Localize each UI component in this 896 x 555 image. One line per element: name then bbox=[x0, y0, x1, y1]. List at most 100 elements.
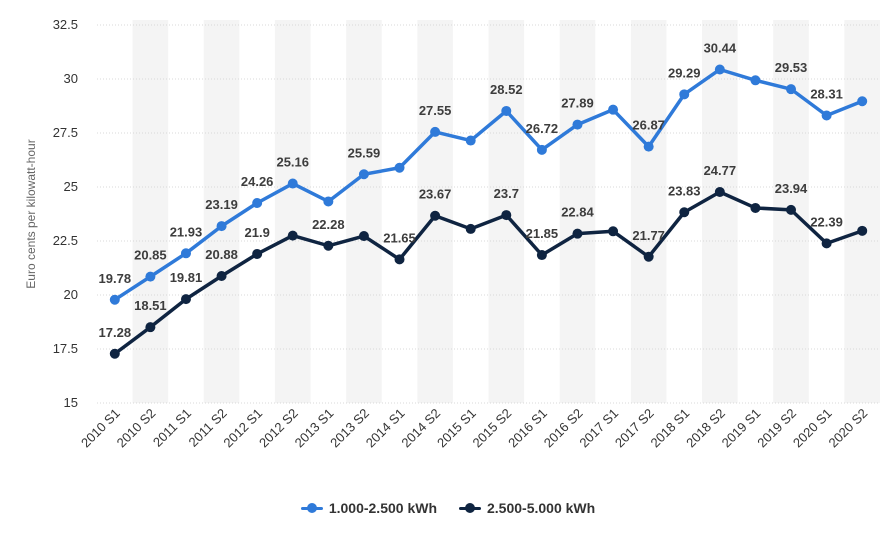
series-1-data-label: 26.72 bbox=[526, 121, 559, 136]
y-tick-label: 17.5 bbox=[53, 341, 78, 356]
series-1-point[interactable] bbox=[821, 110, 832, 121]
column-band bbox=[559, 20, 596, 403]
series-2-data-label: 17.28 bbox=[99, 325, 132, 340]
series-2-point[interactable] bbox=[430, 210, 441, 221]
x-tick-label: 2010 S2 bbox=[114, 406, 159, 451]
series-1-data-label: 30.44 bbox=[704, 40, 737, 55]
legend-item-series-1[interactable]: 1.000-2.500 kWh bbox=[300, 500, 437, 516]
series-2-point[interactable] bbox=[608, 226, 619, 237]
series-2-point[interactable] bbox=[109, 348, 120, 359]
series-1-point[interactable] bbox=[608, 104, 619, 115]
series-2-point[interactable] bbox=[821, 238, 832, 249]
series-2-data-label: 21.9 bbox=[245, 225, 270, 240]
series-1-point[interactable] bbox=[750, 75, 761, 86]
series-2-data-label: 21.85 bbox=[526, 226, 559, 241]
series-2-data-label: 23.83 bbox=[668, 183, 701, 198]
legend-item-series-2[interactable]: 2.500-5.000 kWh bbox=[459, 500, 595, 516]
y-tick-label: 30 bbox=[64, 71, 78, 86]
series-1-point[interactable] bbox=[323, 196, 334, 207]
y-axis-label: Euro cents per kilowatt-hour bbox=[24, 139, 38, 288]
series-1-data-label: 28.31 bbox=[810, 87, 843, 102]
y-tick-label: 15 bbox=[64, 395, 78, 410]
series-2-point[interactable] bbox=[394, 254, 405, 265]
series-2-point[interactable] bbox=[786, 204, 797, 215]
column-band bbox=[203, 20, 240, 403]
series-1-point[interactable] bbox=[536, 144, 547, 155]
series-1-point[interactable] bbox=[180, 248, 191, 259]
series-2-point[interactable] bbox=[216, 270, 227, 281]
series-1-data-label: 27.55 bbox=[419, 103, 452, 118]
x-tick-label: 2020 S2 bbox=[825, 406, 870, 451]
series-1-data-label: 29.53 bbox=[775, 60, 808, 75]
series-1-point[interactable] bbox=[679, 89, 690, 100]
column-band bbox=[274, 20, 311, 403]
series-1-data-label: 23.19 bbox=[205, 197, 238, 212]
series-1-point[interactable] bbox=[430, 126, 441, 137]
series-1-data-label: 25.59 bbox=[348, 145, 381, 160]
series-2-point[interactable] bbox=[358, 231, 369, 242]
series-2-point[interactable] bbox=[465, 223, 476, 234]
series-1-point[interactable] bbox=[287, 178, 298, 189]
series-2-point[interactable] bbox=[323, 240, 334, 251]
legend-label: 1.000-2.500 kWh bbox=[328, 500, 437, 516]
series-2-data-label: 18.51 bbox=[134, 298, 167, 313]
series-1-point[interactable] bbox=[109, 294, 120, 305]
series-2-line bbox=[113, 190, 864, 356]
y-tick-label: 27.5 bbox=[53, 125, 78, 140]
series-2-point[interactable] bbox=[714, 186, 725, 197]
series-2-data-label: 21.77 bbox=[632, 228, 665, 243]
legend-series-1-marker-icon bbox=[300, 503, 323, 513]
y-axis-ticks: 15 17.5 20 22.5 25 27.5 30 32.5 bbox=[53, 17, 78, 410]
y-tick-label: 25 bbox=[64, 179, 78, 194]
series-2-data-label: 23.67 bbox=[419, 187, 452, 202]
series-2-point[interactable] bbox=[145, 322, 156, 333]
legend-label: 2.500-5.000 kWh bbox=[487, 500, 596, 516]
series-2-data-label: 22.39 bbox=[810, 214, 843, 229]
y-tick-label: 20 bbox=[64, 287, 78, 302]
series-1-point[interactable] bbox=[857, 96, 868, 107]
series-2-data-label: 22.28 bbox=[312, 217, 345, 232]
column-band bbox=[630, 20, 667, 403]
series-2-data-label: 21.65 bbox=[383, 230, 416, 245]
series-1-data-label: 29.29 bbox=[668, 65, 701, 80]
series-1-data-label: 27.89 bbox=[561, 96, 594, 111]
series-2-point[interactable] bbox=[180, 294, 191, 305]
column-band bbox=[844, 20, 880, 403]
series-1-data-label: 28.52 bbox=[490, 82, 523, 97]
series-1-data-label: 24.26 bbox=[241, 174, 274, 189]
series-lines bbox=[109, 64, 868, 359]
x-tick-label: 2011 S1 bbox=[150, 406, 194, 450]
y-tick-label: 22.5 bbox=[53, 233, 78, 248]
series-1-point[interactable] bbox=[714, 64, 725, 75]
series-2-point[interactable] bbox=[252, 248, 263, 259]
series-2-data-label: 23.7 bbox=[494, 186, 519, 201]
series-2-point[interactable] bbox=[287, 230, 298, 241]
column-band bbox=[346, 20, 382, 403]
series-2-point[interactable] bbox=[679, 207, 690, 218]
series-1-line bbox=[113, 67, 864, 302]
series-1-point[interactable] bbox=[216, 221, 227, 232]
series-1-point[interactable] bbox=[501, 105, 512, 116]
series-2-point[interactable] bbox=[750, 202, 761, 213]
series-2-point[interactable] bbox=[643, 251, 654, 262]
series-1-point[interactable] bbox=[358, 169, 369, 180]
series-2-point[interactable] bbox=[501, 210, 512, 221]
series-1-point[interactable] bbox=[252, 197, 263, 208]
series-1-point[interactable] bbox=[394, 162, 405, 173]
column-band bbox=[132, 20, 169, 403]
series-1-point[interactable] bbox=[572, 119, 583, 130]
series-1-point[interactable] bbox=[643, 141, 654, 152]
series-1-point[interactable] bbox=[145, 271, 156, 282]
series-2-data-label: 19.81 bbox=[170, 270, 203, 285]
series-1-data-label: 25.16 bbox=[276, 155, 309, 170]
series-2-data-label: 24.77 bbox=[704, 163, 737, 178]
column-band bbox=[702, 20, 738, 403]
series-1-point[interactable] bbox=[786, 84, 797, 95]
series-2-point[interactable] bbox=[857, 225, 868, 236]
series-2-point[interactable] bbox=[572, 228, 583, 239]
series-2-point[interactable] bbox=[536, 250, 547, 261]
series-1-point[interactable] bbox=[465, 135, 476, 146]
